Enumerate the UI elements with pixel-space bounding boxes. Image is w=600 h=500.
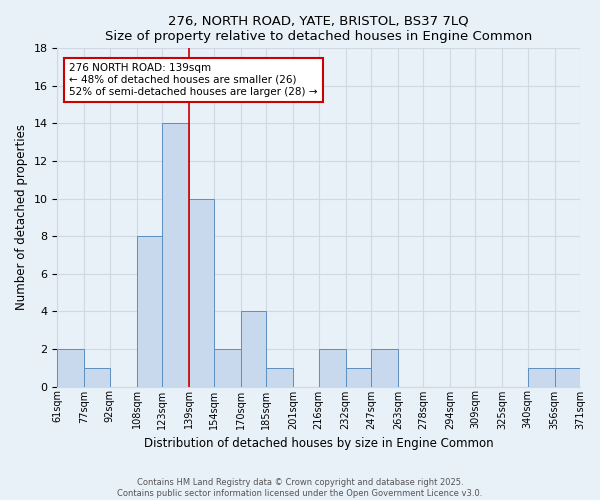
Bar (371, 349, 398, 387)
Bar (319, 349, 346, 387)
Bar (85, 368, 110, 386)
Bar (346, 368, 371, 386)
Bar (555, 368, 580, 386)
Bar (189, 198, 214, 386)
Bar (58, 349, 85, 387)
Text: 276 NORTH ROAD: 139sqm
← 48% of detached houses are smaller (26)
52% of semi-det: 276 NORTH ROAD: 139sqm ← 48% of detached… (69, 64, 318, 96)
Y-axis label: Number of detached properties: Number of detached properties (15, 124, 28, 310)
Bar (266, 368, 293, 386)
Bar (528, 368, 555, 386)
Bar (241, 312, 266, 386)
Text: Contains HM Land Registry data © Crown copyright and database right 2025.
Contai: Contains HM Land Registry data © Crown c… (118, 478, 482, 498)
X-axis label: Distribution of detached houses by size in Engine Common: Distribution of detached houses by size … (144, 437, 494, 450)
Bar (214, 349, 241, 387)
Title: 276, NORTH ROAD, YATE, BRISTOL, BS37 7LQ
Size of property relative to detached h: 276, NORTH ROAD, YATE, BRISTOL, BS37 7LQ… (105, 15, 532, 43)
Bar (137, 236, 162, 386)
Bar (162, 124, 189, 386)
